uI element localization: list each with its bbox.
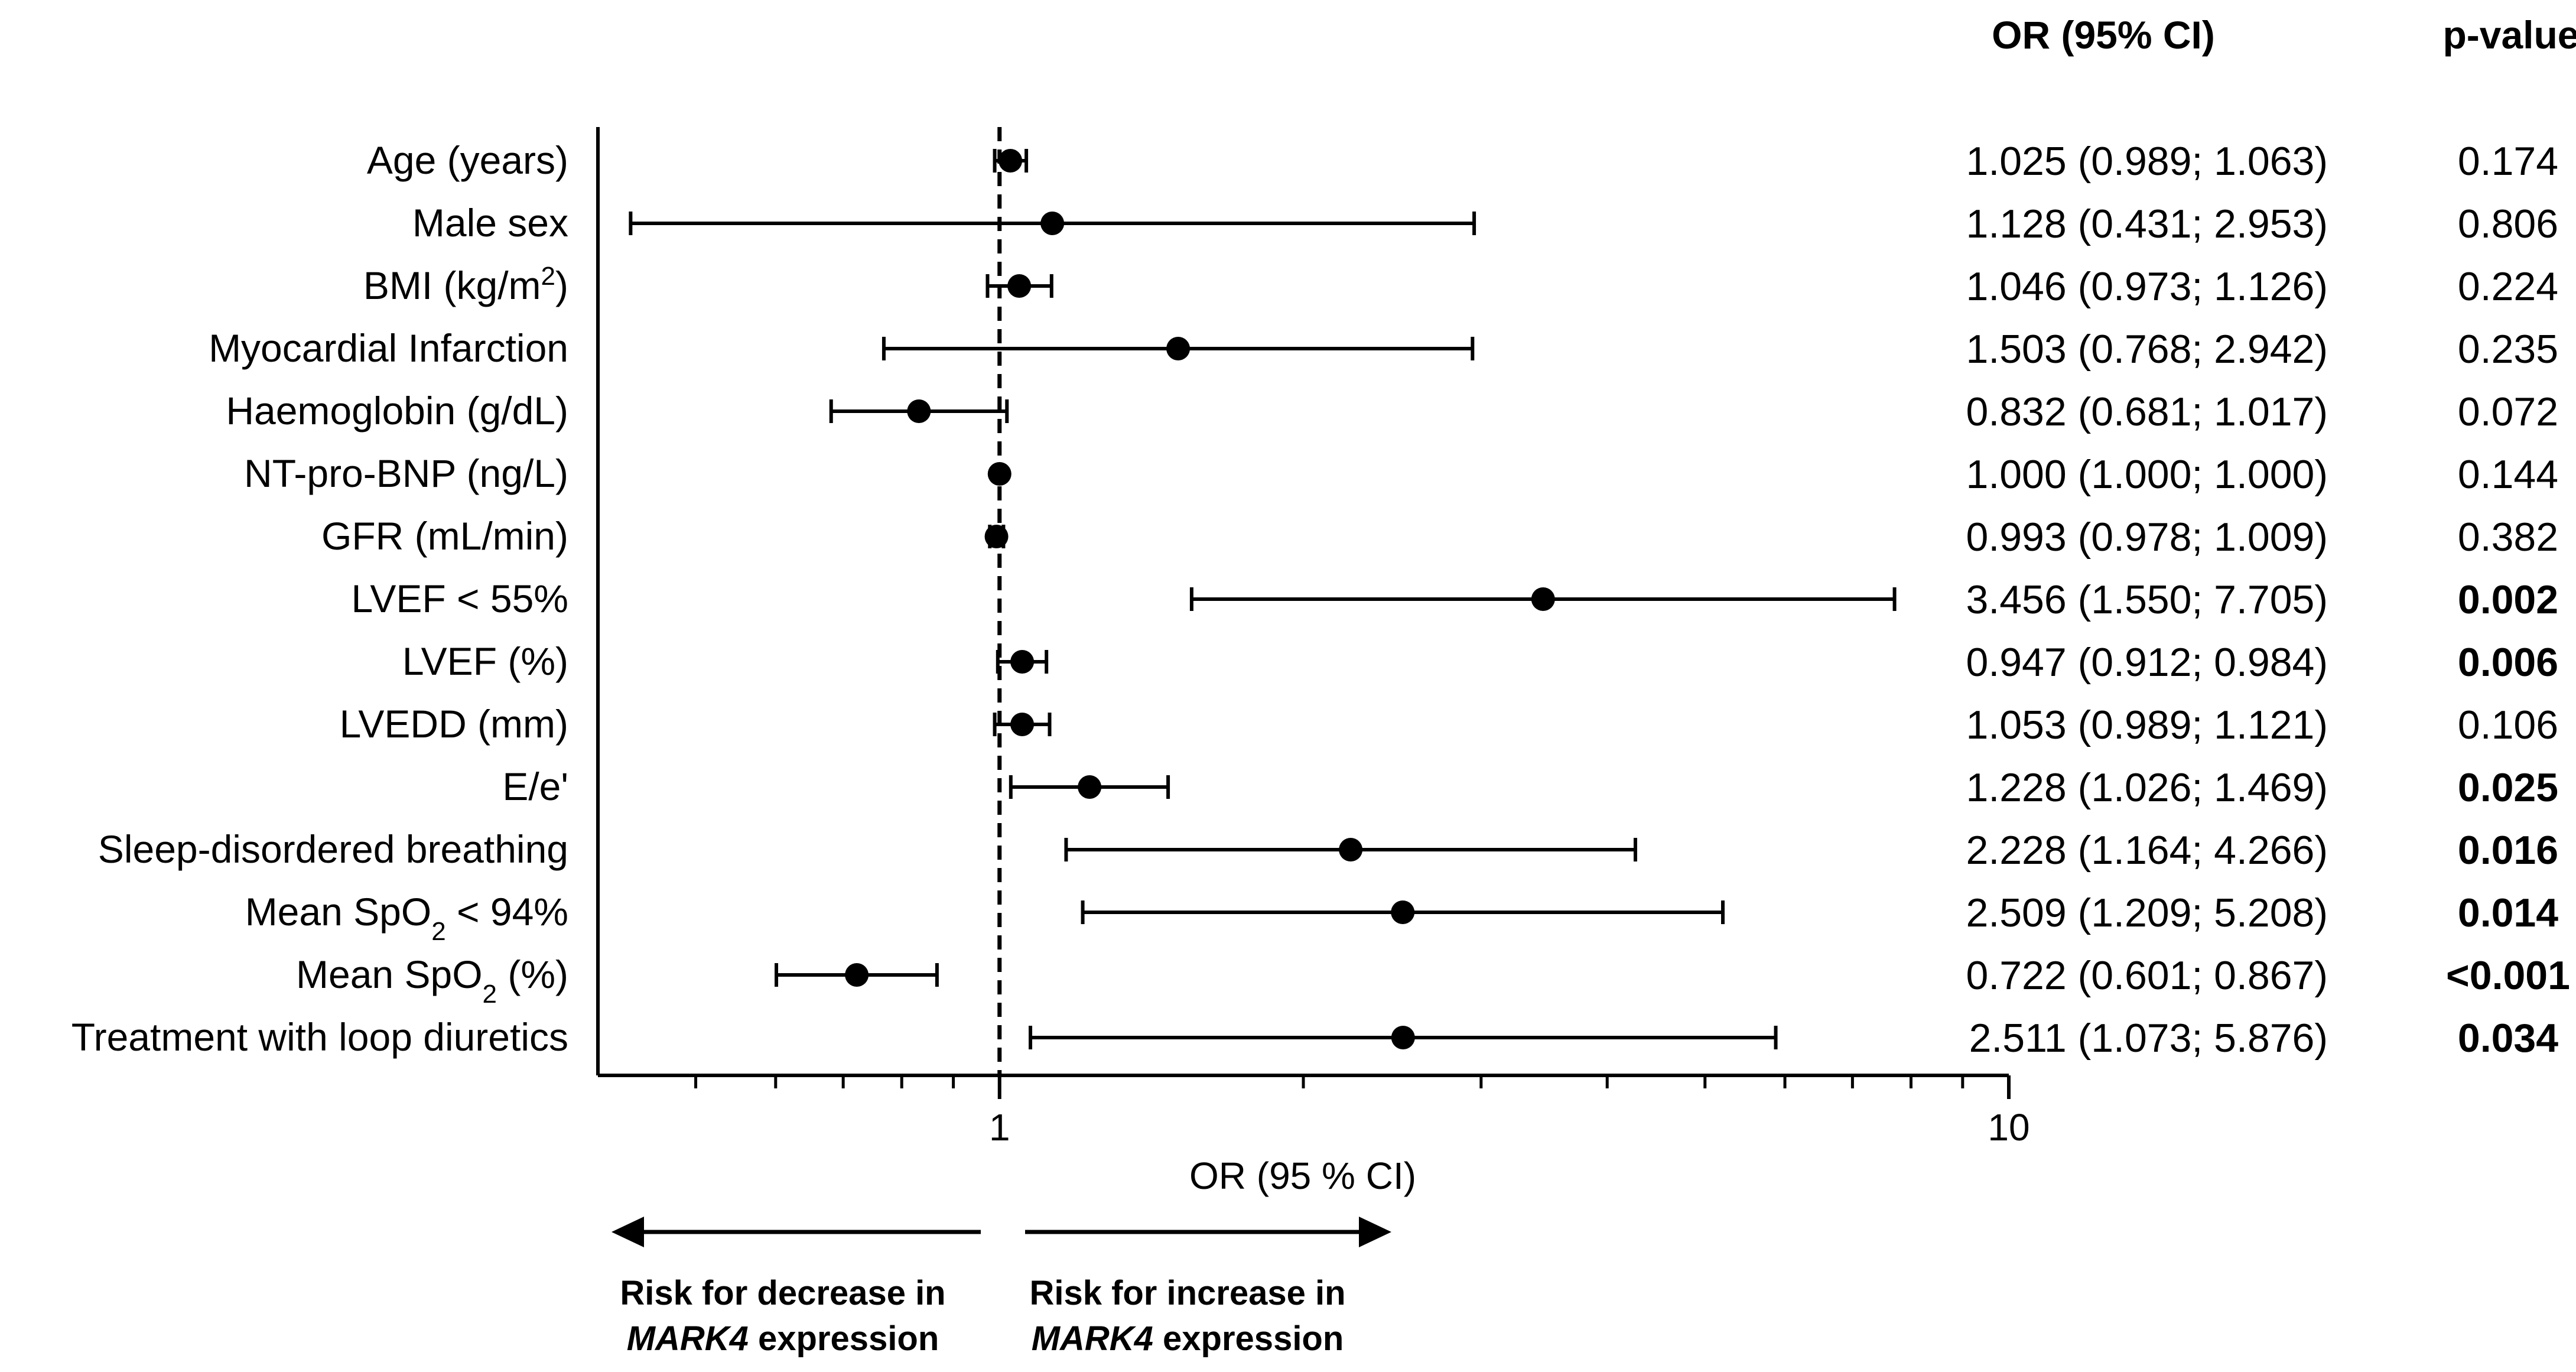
rows-layer: Age (years) 1.025 (0.989; 1.063) 0.174 Male…: [71, 127, 2570, 1075]
row-label: NT-pro-BNP (ng/L): [244, 451, 568, 495]
or-ci-value: 1.228 (1.026; 1.469): [1966, 765, 2328, 810]
or-ci-value: 2.509 (1.209; 5.208): [1966, 890, 2328, 935]
or-ci-value: 1.503 (0.768; 2.942): [1966, 327, 2328, 372]
row-label: GFR (mL/min): [321, 514, 568, 558]
forest-row: Myocardial Infarction 1.503 (0.768; 2.942…: [209, 326, 2558, 372]
or-ci-value: 1.128 (0.431; 2.953): [1966, 201, 2328, 246]
p-value: 0.014: [2458, 890, 2558, 935]
note-increase-line2: MARK4 expression: [1032, 1319, 1344, 1358]
forest-row: E/e' 1.228 (1.026; 1.469) 0.025: [502, 765, 2558, 810]
row-label: Mean SpO2 (%): [296, 952, 568, 1009]
or-ci-value: 0.832 (0.681; 1.017): [1966, 389, 2328, 434]
or-ci-value: 1.000 (1.000; 1.000): [1966, 452, 2328, 497]
p-column-header: p-value: [2442, 13, 2576, 57]
point-estimate: [1010, 713, 1035, 736]
forest-row: LVEF < 55% 3.456 (1.550; 7.705) 0.002: [352, 577, 2559, 622]
point-estimate: [1007, 274, 1032, 298]
or-ci-value: 2.511 (1.073; 5.876): [1969, 1016, 2328, 1061]
or-ci-value: 2.228 (1.164; 4.266): [1966, 828, 2328, 873]
x-axis: 1 10 OR (95 % CI): [596, 127, 2030, 1197]
p-value: 0.034: [2458, 1016, 2558, 1061]
row-label: LVEDD (mm): [340, 702, 568, 746]
or-ci-value: 1.053 (0.989; 1.121): [1966, 703, 2328, 747]
or-ci-value: 0.947 (0.912; 0.984): [1966, 640, 2328, 685]
forest-row: GFR (mL/min) 0.993 (0.978; 1.009) 0.382: [321, 514, 2558, 560]
p-value: 0.144: [2458, 452, 2558, 497]
point-estimate: [984, 525, 1009, 548]
note-decrease-line2: MARK4 expression: [627, 1319, 939, 1358]
p-value: 0.174: [2458, 139, 2558, 184]
forest-row: Mean SpO2 < 94% 2.509 (1.209; 5.208) 0.014: [245, 890, 2559, 946]
p-value: 0.072: [2458, 389, 2558, 434]
p-value: 0.235: [2458, 327, 2558, 372]
row-label: Sleep-disordered breathing: [98, 827, 568, 871]
forest-row: LVEDD (mm) 1.053 (0.989; 1.121) 0.106: [340, 702, 2559, 747]
forest-row: Sleep-disordered breathing 2.228 (1.164; …: [98, 827, 2558, 873]
tick-label: 1: [989, 1106, 1010, 1149]
row-label: Treatment with loop diuretics: [71, 1015, 568, 1059]
point-estimate: [987, 462, 1011, 486]
row-label: BMI (kg/m2): [363, 262, 568, 308]
or-ci-value: 1.046 (0.973; 1.126): [1966, 264, 2328, 309]
point-estimate: [907, 399, 931, 423]
row-label: E/e': [502, 765, 568, 808]
row-label: Age (years): [367, 138, 568, 182]
row-label: Mean SpO2 < 94%: [245, 890, 568, 946]
p-value: 0.006: [2458, 640, 2558, 685]
row-label: Myocardial Infarction: [209, 326, 568, 370]
p-value: 0.002: [2458, 577, 2558, 622]
note-decrease-line1: Risk for decrease in: [620, 1274, 945, 1312]
point-estimate: [998, 149, 1023, 173]
forest-row: Treatment with loop diuretics 2.511 (1.07…: [71, 1015, 2559, 1061]
tick-label: 10: [1988, 1106, 2029, 1149]
p-value: 0.224: [2458, 264, 2558, 309]
point-estimate: [1166, 337, 1191, 360]
point-estimate: [1531, 587, 1555, 611]
forest-row: BMI (kg/m2) 1.046 (0.973; 1.126) 0.224: [363, 262, 2558, 310]
p-value: <0.001: [2446, 953, 2570, 998]
point-estimate: [1010, 650, 1035, 674]
p-value: 0.806: [2458, 201, 2558, 246]
row-label: LVEF (%): [402, 639, 568, 683]
arrow-increase-head: [1359, 1217, 1391, 1247]
point-estimate: [845, 963, 869, 987]
point-estimate: [1339, 838, 1363, 861]
or-ci-value: 1.025 (0.989; 1.063): [1966, 139, 2328, 184]
forest-row: Male sex 1.128 (0.431; 2.953) 0.806: [412, 201, 2558, 246]
p-value: 0.106: [2458, 703, 2558, 747]
row-label: LVEF < 55%: [352, 577, 568, 620]
point-estimate: [1391, 900, 1415, 924]
p-value: 0.382: [2458, 515, 2558, 560]
note-increase-line1: Risk for increase in: [1029, 1274, 1345, 1312]
point-estimate: [1040, 212, 1065, 235]
forest-row: LVEF (%) 0.947 (0.912; 0.984) 0.006: [402, 639, 2558, 685]
forest-row: Age (years) 1.025 (0.989; 1.063) 0.174: [367, 138, 2558, 184]
x-axis-title: OR (95 % CI): [1189, 1155, 1416, 1197]
forest-row: Haemoglobin (g/dL) 0.832 (0.681; 1.017) 0.…: [226, 389, 2558, 434]
or-ci-value: 0.722 (0.601; 0.867): [1966, 953, 2328, 998]
or-column-header: OR (95% CI): [1992, 13, 2215, 57]
p-value: 0.016: [2458, 828, 2558, 873]
row-label: Haemoglobin (g/dL): [226, 389, 568, 433]
forest-row: NT-pro-BNP (ng/L) 1.000 (1.000; 1.000) 0.1…: [244, 451, 2558, 497]
column-headers: OR (95% CI) p-value: [1992, 13, 2576, 57]
p-value: 0.025: [2458, 765, 2558, 810]
or-ci-value: 3.456 (1.550; 7.705): [1966, 577, 2328, 622]
point-estimate: [1078, 775, 1102, 799]
forest-row: Mean SpO2 (%) 0.722 (0.601; 0.867) <0.001: [296, 952, 2570, 1009]
or-ci-value: 0.993 (0.978; 1.009): [1966, 515, 2328, 560]
row-label: Male sex: [412, 201, 568, 245]
direction-notes: Risk for decrease in MARK4 expression Risk…: [612, 1217, 1391, 1358]
point-estimate: [1391, 1026, 1415, 1049]
arrow-decrease-head: [612, 1217, 644, 1247]
